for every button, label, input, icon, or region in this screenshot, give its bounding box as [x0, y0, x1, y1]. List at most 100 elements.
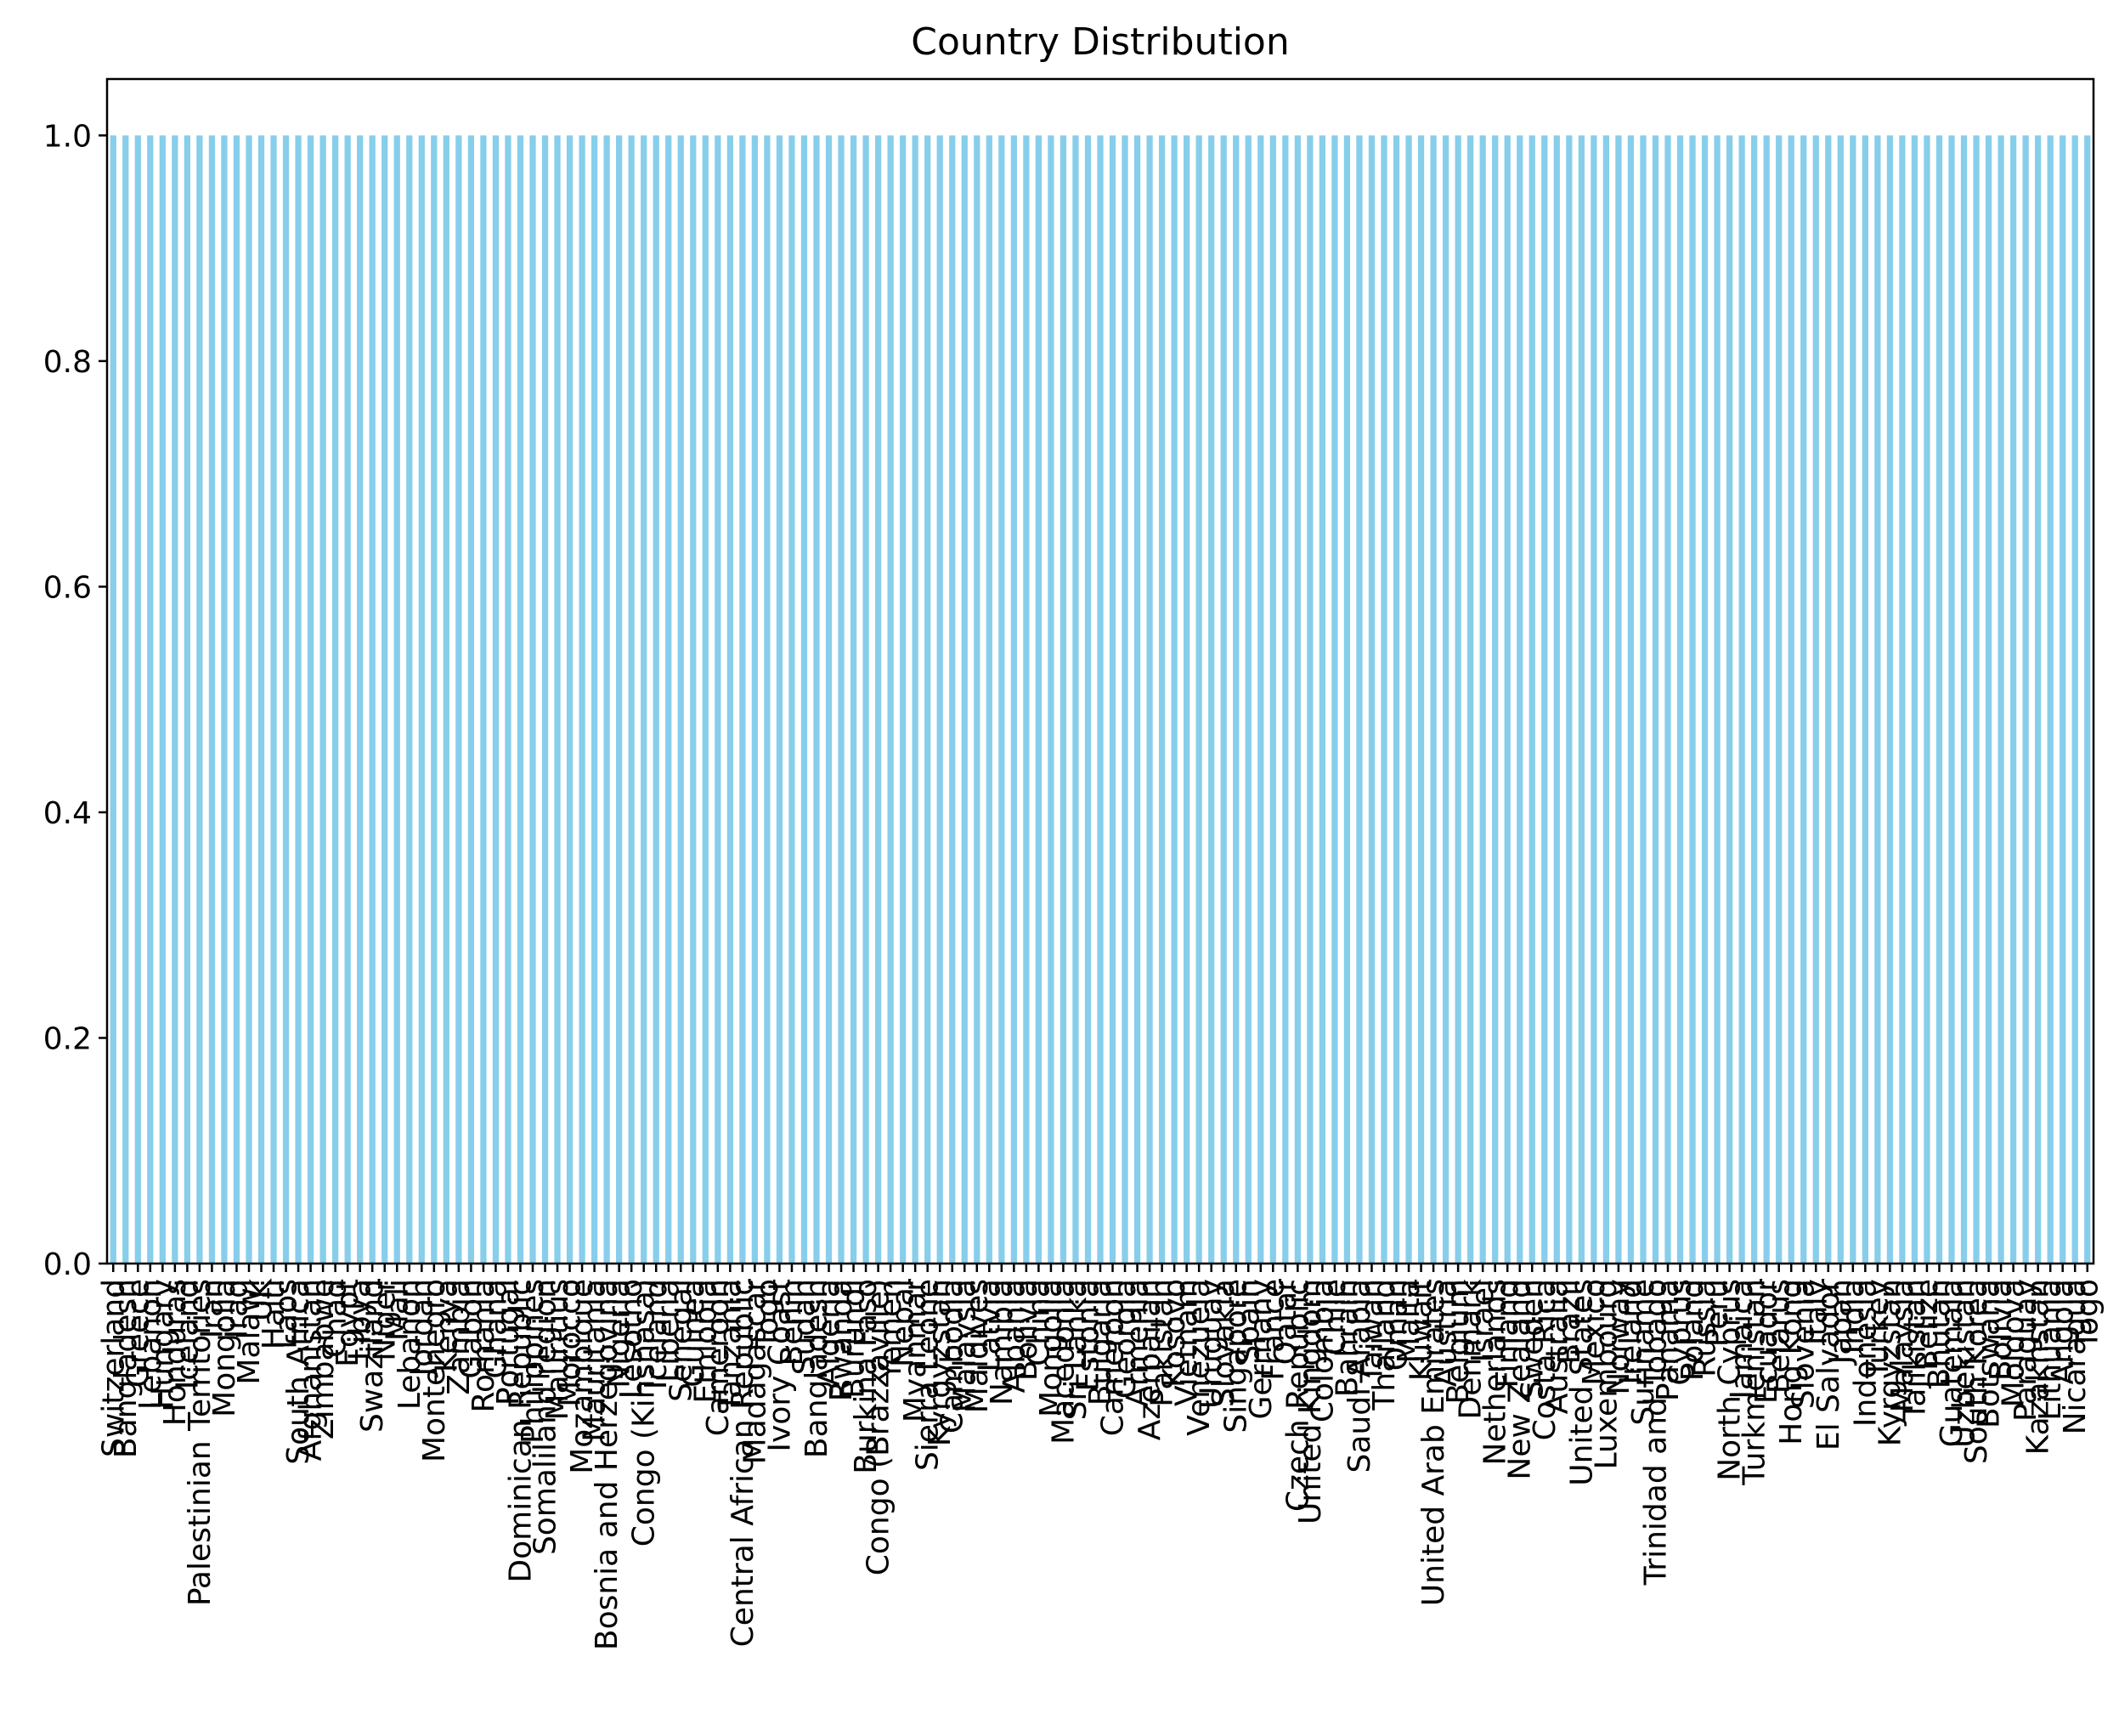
- x-tick-label: Iceland: [170, 1279, 205, 1389]
- x-tick-label: Kyrgyzstan: [923, 1279, 958, 1446]
- x-tick-label: Tajikistan: [1897, 1279, 1932, 1422]
- bar: [1084, 135, 1092, 1264]
- bar: [1233, 135, 1240, 1264]
- bar: [961, 135, 968, 1264]
- x-tick-label: Luxembourg: [1589, 1279, 1624, 1469]
- x-tick-label: Bangladesh: [800, 1279, 834, 1458]
- x-tick-label: Madagascar: [737, 1279, 772, 1465]
- bar: [1664, 135, 1671, 1264]
- x-tick-label: Vietnam: [1170, 1279, 1205, 1406]
- x-tick-label: Bosnia and Herzegovina: [590, 1279, 624, 1650]
- x-tick-label: Bulgaria: [1083, 1279, 1118, 1405]
- x-tick-label: Turkmenistan: [1738, 1279, 1772, 1486]
- bar: [1763, 135, 1770, 1264]
- x-tick-label: Uzbekistan: [1947, 1279, 1982, 1448]
- bar: [1627, 135, 1635, 1264]
- x-tick-label: Italy: [1799, 1279, 1834, 1345]
- x-tick-label: Philippines: [516, 1279, 551, 1444]
- x-tick-label: Burundi: [837, 1279, 872, 1399]
- x-tick-label: Singapore: [1219, 1279, 1254, 1433]
- x-tick-label: Afghanistan: [294, 1279, 329, 1461]
- x-tick-label: Pakistan: [1145, 1279, 1180, 1407]
- x-tick-label: Namibia: [985, 1279, 1020, 1405]
- x-tick-label: Portugal: [491, 1279, 526, 1405]
- x-tick-label: Ivory Coast: [762, 1279, 797, 1452]
- bar: [369, 135, 376, 1264]
- x-tick-label: Uruguay: [1195, 1279, 1229, 1409]
- bar: [1356, 135, 1363, 1264]
- x-tick-label: Maldives: [960, 1279, 995, 1413]
- x-tick-label: Guinea: [676, 1279, 711, 1388]
- x-tick-label: Russia: [1688, 1279, 1723, 1377]
- x-tick-label: Togo: [750, 1279, 785, 1350]
- x-tick-label: Chad: [319, 1279, 353, 1358]
- bar: [1492, 135, 1499, 1264]
- bar: [1479, 135, 1486, 1264]
- x-tick-label: Cyprus: [1664, 1279, 1698, 1386]
- bar: [1220, 135, 1227, 1264]
- bar: [1319, 135, 1326, 1264]
- x-tick-label: Lithuania: [2033, 1279, 2068, 1421]
- bar: [838, 135, 845, 1264]
- bar: [1245, 135, 1252, 1264]
- bar: [1442, 135, 1449, 1264]
- bar: [702, 135, 709, 1264]
- bar: [800, 135, 808, 1264]
- x-tick-label: Angola: [2046, 1279, 2081, 1384]
- bar: [529, 135, 536, 1264]
- bar: [492, 135, 500, 1264]
- x-tick-label: Bhutan: [1922, 1279, 1957, 1388]
- bar: [357, 135, 364, 1264]
- x-tick-label: Jamaica: [1725, 1279, 1760, 1401]
- bar: [1060, 135, 1067, 1264]
- bar: [443, 135, 449, 1264]
- bar: [665, 135, 672, 1264]
- x-tick-label: Switzerland: [96, 1279, 131, 1457]
- bar: [1726, 135, 1733, 1264]
- x-tick-label: Niger: [368, 1279, 403, 1361]
- y-tick-label: 1.0: [43, 119, 92, 154]
- bar: [1738, 135, 1745, 1264]
- bar: [344, 135, 351, 1264]
- bar: [2071, 135, 2078, 1264]
- x-tick-label: Turkey: [1861, 1279, 1896, 1379]
- bar: [998, 135, 1005, 1264]
- x-tick-label: Saudi Arabia: [1342, 1279, 1377, 1473]
- x-tick-label: Malawi: [232, 1279, 267, 1385]
- x-tick-label: Iran: [195, 1279, 229, 1338]
- x-tick-label: Panama: [1651, 1279, 1686, 1401]
- x-tick-label: Malaysia: [1885, 1279, 1920, 1412]
- x-tick-label: Venezuela: [1182, 1279, 1217, 1436]
- x-tick-label: UK: [245, 1278, 280, 1321]
- x-tick-label: Suriname: [1626, 1279, 1661, 1426]
- bar: [1257, 135, 1264, 1264]
- x-tick-label: Mauritania: [578, 1279, 613, 1442]
- bar: [874, 135, 882, 1264]
- x-tick-label: North Cyprus: [1713, 1279, 1748, 1481]
- bar: [147, 135, 154, 1264]
- bar: [1973, 135, 1980, 1264]
- x-tick-label: Guatemala: [1935, 1279, 1969, 1447]
- x-tick-label: Congo (Kinshasa): [627, 1279, 662, 1547]
- x-tick-label: Palestinian Territories: [183, 1279, 218, 1606]
- bar: [554, 135, 561, 1264]
- bar: [936, 135, 943, 1264]
- x-tick-label: Malta: [1392, 1279, 1427, 1363]
- x-tick-label: Cameroon: [701, 1279, 736, 1436]
- bar: [455, 135, 462, 1264]
- bar: [1158, 135, 1166, 1264]
- x-tick-label: Romania: [466, 1279, 501, 1412]
- bar: [1800, 135, 1807, 1264]
- bar: [1566, 135, 1573, 1264]
- x-tick-label: Ethiopia: [688, 1279, 723, 1404]
- bar: [1269, 135, 1276, 1264]
- x-tick-label: New Zealand: [1503, 1279, 1538, 1480]
- x-tick-label: Georgia: [1108, 1279, 1143, 1399]
- bar: [1689, 135, 1696, 1264]
- x-tick-label: Montenegro: [417, 1279, 452, 1462]
- x-tick-label: Lebanon: [393, 1279, 427, 1410]
- x-tick-label: France: [1256, 1279, 1291, 1381]
- bar: [1455, 135, 1461, 1264]
- bar: [381, 135, 388, 1264]
